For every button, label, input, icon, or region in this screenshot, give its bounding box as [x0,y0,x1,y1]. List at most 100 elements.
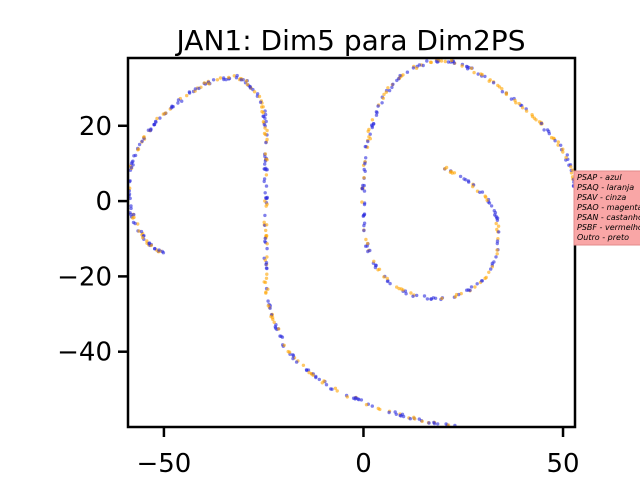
data-point [564,155,568,160]
data-point [215,78,220,82]
data-point [370,125,374,130]
data-point [365,241,370,246]
data-point [432,420,436,425]
data-point [245,82,250,87]
data-point [561,150,565,154]
data-point [496,224,501,228]
data-point [509,97,514,101]
legend-entry-psbf: PSBF - vermelho [577,223,640,232]
data-point [222,77,226,82]
data-point [265,137,269,142]
data-point [257,94,262,99]
data-point [479,279,484,283]
data-point [357,397,361,402]
data-point [260,105,264,109]
data-point [324,383,329,387]
data-point [264,196,268,201]
data-point [428,60,433,64]
data-point [489,204,494,208]
data-point [500,90,505,94]
data-point [436,422,440,426]
data-point [466,179,471,183]
data-point [362,202,367,207]
data-point [311,373,315,377]
data-point [263,162,267,166]
data-point [277,327,281,331]
data-point [454,292,459,297]
data-point [128,196,132,201]
y-tick-label: 0 [95,187,112,217]
data-point [176,98,181,102]
data-point [440,296,444,301]
data-point [146,128,151,132]
data-point [368,248,372,253]
data-point [278,334,282,338]
data-point [553,139,557,143]
data-point [268,306,272,310]
data-point [539,121,544,126]
data-point [494,221,498,226]
data-point [261,120,266,124]
data-point [261,111,265,115]
data-point [163,111,168,115]
data-point [263,126,267,130]
data-point [487,270,491,274]
data-point [404,292,408,296]
data-point [129,162,134,166]
data-point [304,368,309,372]
legend: PSAP - azul PSAQ - laranja PSAV - cinza … [573,170,640,246]
data-point [265,158,269,162]
data-point [202,81,207,85]
data-point [376,104,380,108]
data-point [262,179,266,184]
data-point [362,183,366,188]
data-point [335,389,339,393]
data-point [136,222,140,226]
data-point [262,177,267,181]
data-point [317,377,321,382]
x-tick-label: 50 [546,449,579,479]
data-point [381,96,385,101]
data-point [495,252,499,256]
data-point [524,109,529,113]
data-point [513,98,517,103]
data-point [458,174,463,179]
data-point [561,147,565,151]
data-point [364,403,369,407]
data-point [265,266,269,271]
data-point [133,221,137,226]
data-point [211,78,216,82]
legend-entry-psan: PSAN - castanho [577,213,640,222]
data-point [398,413,402,418]
chart-title: JAN1: Dim5 para Dim2PS [175,24,526,57]
data-point [480,72,484,77]
data-point [265,128,269,133]
legend-entry-psao: PSAO - magenta [577,203,640,212]
data-point [271,317,275,322]
data-point [382,92,386,97]
data-point [485,198,489,202]
data-point [264,140,268,145]
data-point [569,171,574,175]
data-point [390,85,394,90]
data-point [391,82,395,87]
data-point [411,66,416,70]
data-point [472,70,476,75]
data-point [239,78,243,82]
data-point [367,127,371,132]
data-point [495,248,499,252]
data-point [443,167,447,171]
data-point [415,293,419,298]
data-point [556,143,560,147]
data-point [429,297,433,301]
data-point [496,83,500,88]
data-point [487,201,492,205]
data-point [362,228,366,233]
data-point [235,73,239,78]
data-point [569,165,573,169]
data-point [364,237,368,242]
data-point [129,165,134,170]
data-point [153,119,158,124]
data-point [187,90,192,94]
